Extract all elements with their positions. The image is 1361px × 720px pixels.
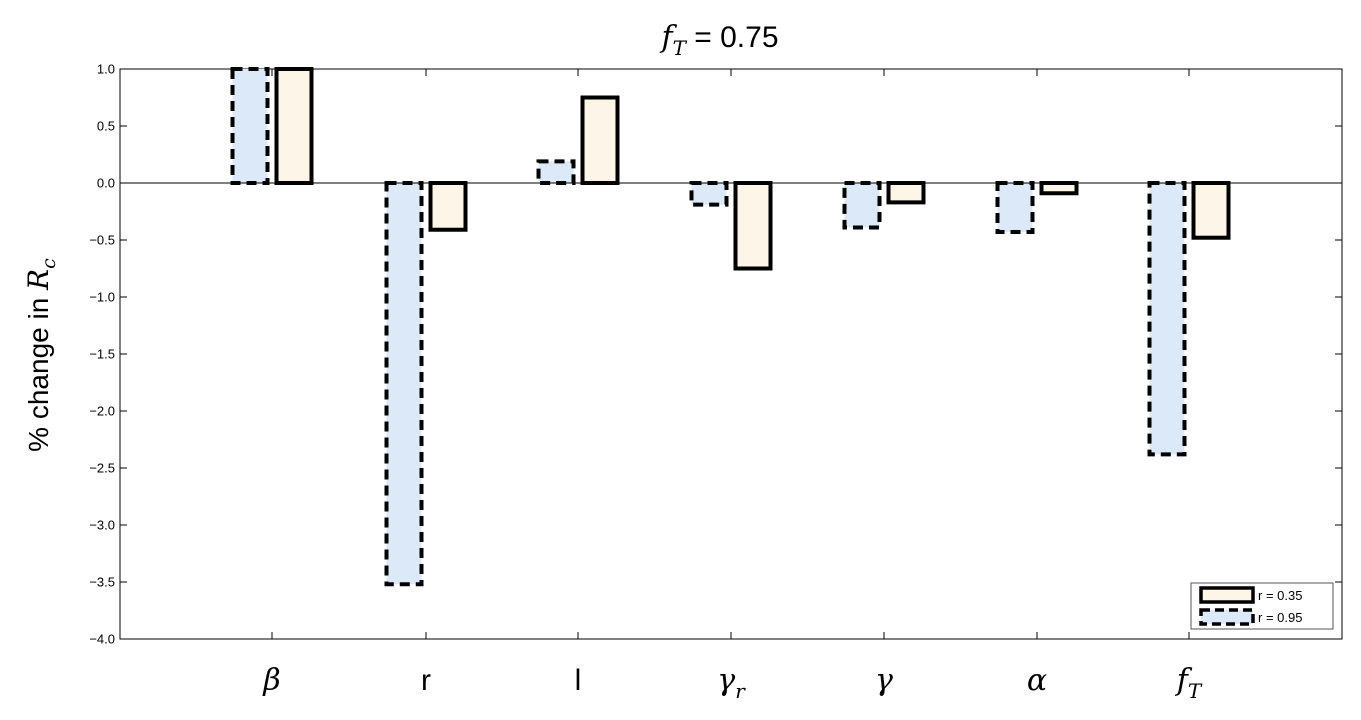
legend-swatch (1199, 608, 1255, 626)
legend-label: r = 0.35 (1258, 588, 1302, 603)
bar-r-095 (536, 159, 576, 185)
bar-r-095 (995, 181, 1035, 235)
x-category-label: β (262, 663, 280, 698)
y-tick-label: −0.5 (89, 233, 115, 248)
bar-r-095 (842, 181, 882, 230)
y-tick-label: −3.0 (89, 518, 115, 533)
bar-r-035 (274, 67, 314, 185)
y-tick-label: −3.5 (89, 575, 115, 590)
bar-r-095 (1147, 181, 1187, 457)
x-category-label: r (421, 664, 431, 697)
bar-r-035 (1191, 181, 1231, 240)
chart-title: fT = 0.75 (659, 20, 778, 60)
bar-r-095 (384, 181, 424, 587)
y-tick-label: −4.0 (89, 632, 115, 647)
y-tick-label: −1.5 (89, 347, 115, 362)
y-axis-label: % change in Rc (22, 258, 60, 452)
x-tick-labels: β r l γr γ α fT (262, 663, 1203, 703)
title-text: fT = 0.75 (659, 20, 778, 60)
legend-label: r = 0.95 (1258, 610, 1302, 625)
x-category-label: α (1027, 663, 1047, 698)
y-tick-label: −2.5 (89, 461, 115, 476)
y-axis-label-text: % change in Rc (22, 258, 60, 452)
y-tick-label: −1.0 (89, 290, 115, 305)
bar-r-035 (1039, 181, 1079, 196)
legend: r = 0.35 r = 0.95 (1190, 582, 1334, 630)
plot-axes: 1.0 0.5 0.0 −0.5 −1.0 −1.5 −2.0 −2.5 −3.0 −3.5 −4.… (89, 62, 1343, 647)
x-category-label: fT (1175, 663, 1203, 703)
x-category-label: γ (875, 663, 893, 698)
legend-swatch (1199, 586, 1255, 604)
y-tick-label: 0.0 (97, 176, 115, 191)
bar-r-035 (580, 95, 620, 185)
y-tick-label: 1.0 (97, 62, 115, 77)
y-tick-label: −2.0 (89, 404, 115, 419)
x-category-label: γr (717, 663, 746, 703)
bar-r-035 (886, 181, 926, 205)
bars (120, 67, 1342, 587)
x-category-label: l (575, 664, 582, 697)
bar-r-095 (230, 67, 270, 185)
bar-r-095 (689, 181, 729, 207)
bar-r-035 (428, 181, 468, 232)
y-tick-label: 0.5 (97, 119, 115, 134)
bar-r-035 (733, 181, 773, 271)
